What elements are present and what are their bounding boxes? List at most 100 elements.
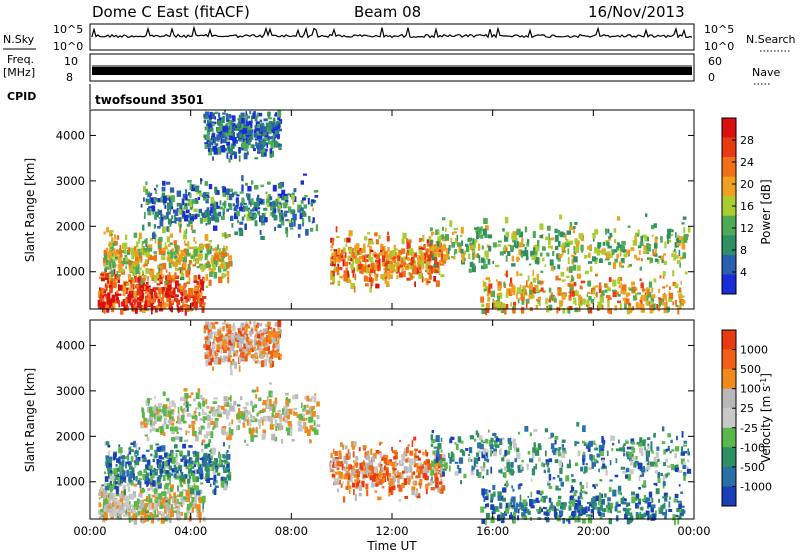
data-cell [218,265,222,273]
data-cell [219,464,224,468]
data-cell [501,513,506,519]
data-cell [427,463,432,470]
data-cell [618,276,623,282]
data-cell [273,142,279,148]
data-cell [387,480,390,485]
data-cell [145,188,148,195]
data-cell [166,294,169,298]
data-cell [176,268,179,271]
data-cell [162,292,168,298]
data-cell [202,277,205,282]
data-cell [657,458,660,462]
data-cell [105,441,110,446]
data-cell [214,252,219,259]
data-cell [522,290,525,297]
data-cell [136,241,139,248]
data-cell [363,256,365,262]
data-cell [419,479,423,486]
data-cell [186,249,189,255]
data-cell [648,491,653,498]
colorbar-tick-label: 16 [740,200,754,213]
data-cell [499,448,502,454]
data-cell [662,485,665,489]
data-cell [139,481,142,489]
data-cell [650,506,654,513]
data-cell [289,227,294,230]
data-cell [222,202,226,206]
data-cell [112,508,117,514]
data-cell [405,481,410,484]
data-cell [224,467,227,472]
data-cell [265,191,268,195]
data-cell [615,515,619,522]
freq-panel [89,53,695,82]
data-cell [173,464,176,470]
data-cell [539,289,544,292]
data-cell [424,465,428,470]
data-cell [146,282,149,285]
data-cell [592,236,595,242]
data-cell [243,134,246,140]
data-cell [382,472,386,479]
data-cell [402,261,406,266]
data-cell [549,505,554,510]
data-cell [608,277,612,282]
data-cell [135,443,138,451]
data-cell [468,453,470,456]
data-cell [647,464,651,469]
data-cell [149,444,153,450]
data-cell [616,216,621,221]
data-cell [425,467,428,475]
data-cell [242,128,248,134]
data-cell [197,246,201,254]
data-cell [680,281,682,285]
data-cell [640,451,644,457]
data-cell [519,494,522,502]
data-cell [432,450,436,455]
data-cell [206,139,211,143]
data-cell [184,512,187,518]
data-cell [135,455,138,462]
data-cell [366,467,371,473]
data-cell [277,134,280,140]
data-cell [550,443,555,450]
data-cell [217,262,219,265]
data-cell [240,202,242,208]
data-cell [617,510,621,513]
data-cell [666,284,668,287]
data-cell [574,307,579,313]
data-cell [161,498,166,505]
data-cell [469,261,474,268]
data-cell [224,460,229,465]
data-cell [643,494,647,502]
data-cell [341,473,343,480]
data-cell [415,455,420,458]
data-cell [512,500,516,506]
data-cell [200,178,203,182]
data-cell [167,510,171,515]
data-cell [222,454,226,458]
data-cell [101,484,106,487]
data-cell [118,476,123,482]
data-cell [460,226,464,234]
data-cell [370,284,372,288]
data-cell [135,255,139,261]
data-cell [269,148,273,155]
data-cell [162,262,167,270]
data-cell [601,436,604,443]
data-cell [218,248,222,254]
data-cell [239,191,244,194]
data-cell [345,445,348,450]
data-cell [226,152,229,159]
data-cell [250,144,255,148]
data-cell [441,485,446,491]
data-cell [159,463,163,468]
data-cell [240,112,245,118]
data-cell [169,223,172,227]
data-cell [511,233,516,240]
data-cell [177,287,179,293]
data-cell [407,444,410,447]
data-cell [114,264,117,267]
data-cell [431,430,435,434]
data-cell [632,306,634,310]
